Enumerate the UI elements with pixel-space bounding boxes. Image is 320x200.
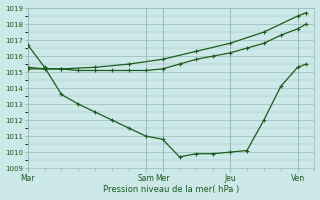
X-axis label: Pression niveau de la mer( hPa ): Pression niveau de la mer( hPa ): [103, 185, 239, 194]
